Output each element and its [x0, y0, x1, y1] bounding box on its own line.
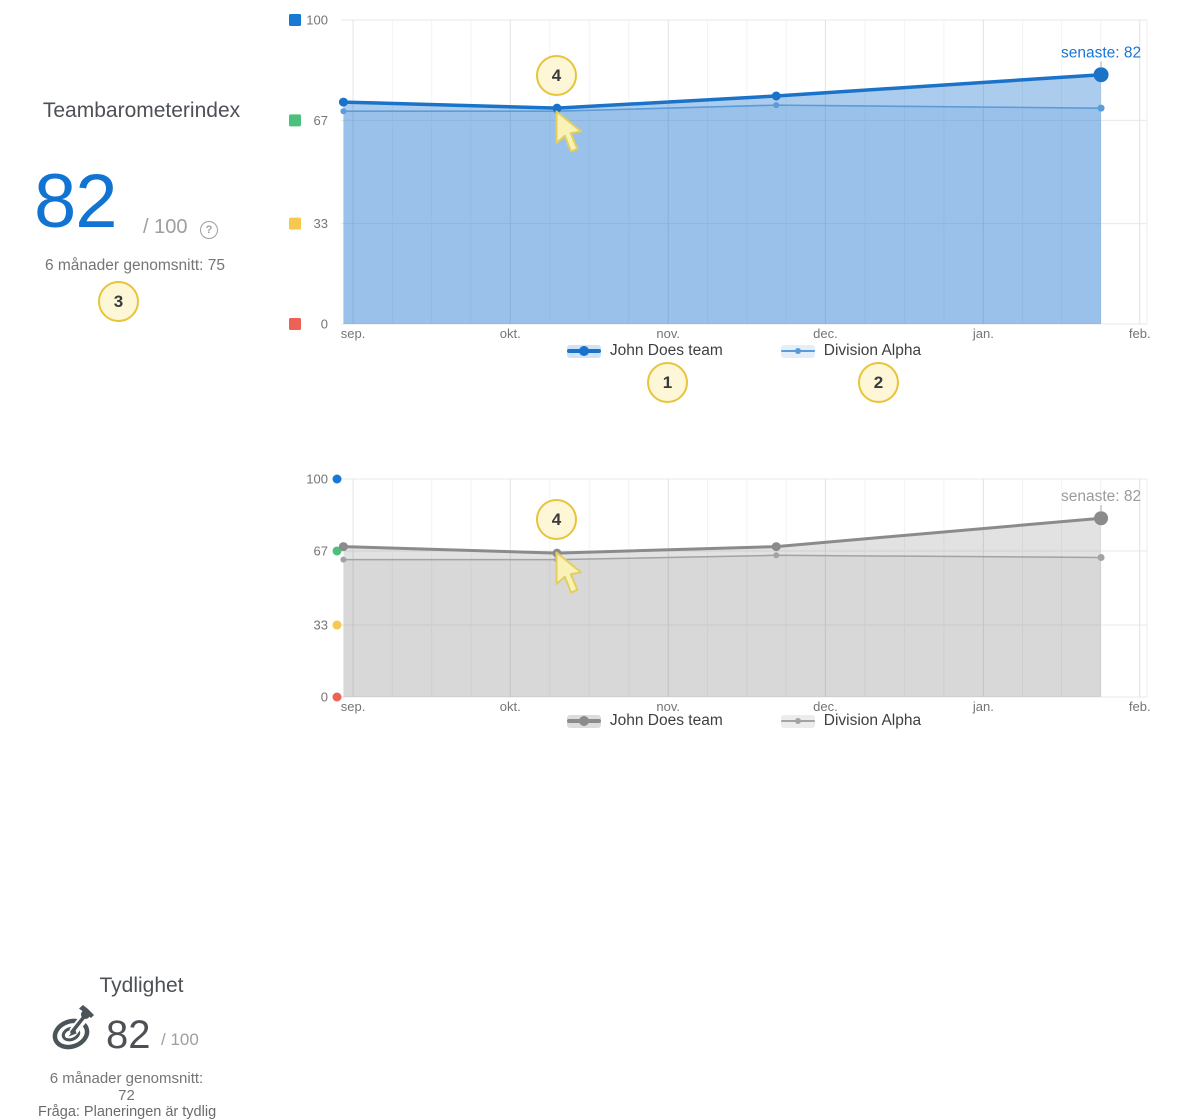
x-tick-label: dec. — [813, 699, 838, 714]
data-point[interactable] — [338, 542, 348, 552]
data-point[interactable] — [340, 108, 347, 115]
threshold-marker — [332, 620, 342, 630]
tydlighet-question: Fråga: Planeringen är tydlig — [38, 1104, 217, 1120]
x-tick-label: sep. — [341, 326, 366, 341]
help-icon[interactable]: ? — [200, 221, 218, 239]
annotation-badge-3: 3 — [98, 281, 139, 322]
threshold-marker — [289, 14, 301, 26]
y-tick-label: 0 — [321, 690, 328, 705]
legend-swatch — [566, 344, 601, 358]
threshold-marker — [289, 217, 301, 230]
legend-label: Division Alpha — [823, 342, 922, 359]
annotation-badge-2: 2 — [858, 362, 899, 403]
x-tick-label: feb. — [1129, 699, 1151, 714]
y-tick-label: 33 — [314, 216, 328, 231]
x-tick-label: okt. — [500, 699, 521, 714]
data-point[interactable] — [1097, 104, 1105, 112]
teamindex-score: 82 — [34, 159, 118, 244]
legend-swatch — [780, 344, 815, 358]
legend-label: John Does team — [609, 712, 723, 729]
teamindex-denominator: / 100 — [143, 216, 188, 238]
x-tick-label: okt. — [500, 326, 521, 341]
legend-swatch — [566, 714, 601, 728]
threshold-marker — [332, 474, 342, 484]
data-point[interactable] — [1094, 511, 1109, 526]
legend-label: Division Alpha — [823, 712, 922, 729]
annotation-badge-4-top: 4 — [536, 55, 577, 96]
teamindex-average: 6 månader genomsnitt: 75 — [44, 257, 226, 274]
tydlighet-title: Tydlighet — [99, 974, 184, 997]
legend-item-division-alpha[interactable]: Division Alpha — [780, 342, 922, 360]
data-point[interactable] — [1093, 67, 1109, 83]
annotation-badge-1: 1 — [647, 362, 688, 403]
x-tick-label: sep. — [341, 699, 366, 714]
y-tick-label: 0 — [321, 317, 328, 332]
y-tick-label: 67 — [314, 543, 328, 558]
legend-item-division-alpha[interactable]: Division Alpha — [780, 712, 922, 730]
threshold-marker — [332, 692, 342, 702]
teamindex-legend: John Does team Division Alpha — [341, 342, 1147, 360]
teamindex-panel: Teambarometerindex 82 / 100 ? 6 månader … — [0, 0, 283, 430]
threshold-marker — [332, 546, 342, 556]
tydlighet-score: 82 — [106, 1013, 151, 1057]
threshold-marker — [289, 114, 301, 127]
data-point[interactable] — [340, 556, 347, 563]
data-point[interactable] — [338, 97, 348, 107]
data-point[interactable] — [771, 542, 781, 552]
y-tick-label: 100 — [306, 13, 328, 28]
legend-label: John Does team — [609, 342, 723, 359]
y-tick-label: 33 — [314, 618, 328, 633]
legend-item-john-does-team[interactable]: John Does team — [566, 342, 723, 360]
data-point[interactable] — [771, 91, 781, 101]
x-tick-label: feb. — [1129, 326, 1151, 341]
y-tick-label: 67 — [314, 113, 328, 128]
x-tick-label: jan. — [972, 326, 994, 341]
cursor-icon — [555, 110, 585, 160]
tydlighet-denominator: / 100 — [161, 1030, 199, 1049]
tydlighet-panel: Tydlighet 82 / 100 6 månader genomsnitt:… — [0, 460, 283, 1120]
dartboard-icon — [50, 1005, 100, 1060]
teamindex-title: Teambarometerindex — [42, 99, 241, 122]
legend-swatch — [780, 714, 815, 728]
y-tick-label: 100 — [306, 472, 328, 487]
data-point[interactable] — [773, 552, 780, 559]
latest-value-label: senaste: 82 — [1061, 488, 1141, 505]
tydlighet-average: 6 månader genomsnitt: 72 — [49, 1070, 204, 1104]
x-tick-label: dec. — [813, 326, 838, 341]
data-point[interactable] — [1097, 553, 1105, 561]
data-point[interactable] — [773, 102, 780, 109]
x-tick-label: nov. — [656, 326, 680, 341]
legend-item-john-does-team[interactable]: John Does team — [566, 712, 723, 730]
cursor-icon — [555, 551, 585, 601]
x-tick-label: nov. — [656, 699, 680, 714]
teamindex-chart[interactable]: sep. okt. nov. dec. jan. feb. 100 67 33 0 senaste:… — [283, 0, 1181, 345]
tydlighet-chart[interactable]: sep. okt. nov. dec. jan. feb. 100 67 33 0 senaste:… — [283, 460, 1181, 718]
tydlighet-legend: John Does team Division Alpha — [341, 712, 1147, 730]
x-tick-label: jan. — [972, 699, 994, 714]
threshold-marker — [289, 318, 301, 330]
data-point[interactable] — [552, 103, 562, 113]
annotation-badge-4-bottom: 4 — [536, 499, 577, 540]
latest-value-label: senaste: 82 — [1061, 45, 1141, 62]
